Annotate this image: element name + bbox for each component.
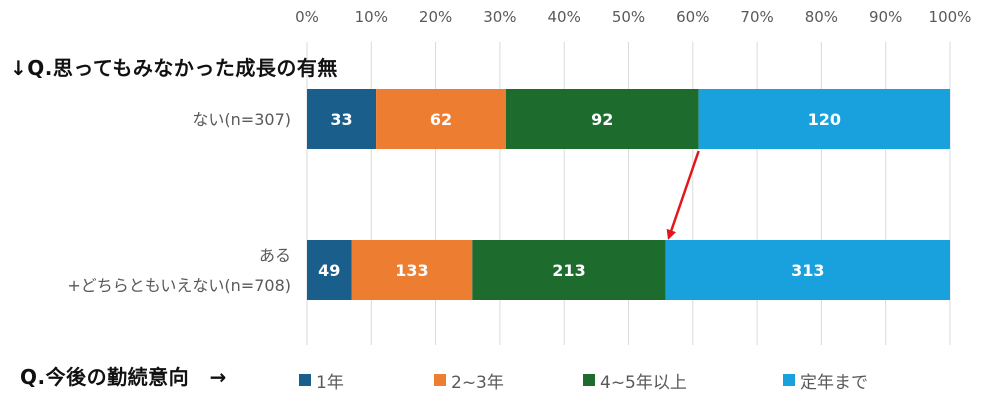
bar-segment [665, 240, 950, 300]
data-label: 49 [318, 261, 340, 280]
data-label: 313 [791, 261, 824, 280]
category-label: ある [259, 246, 291, 265]
data-label: 133 [395, 261, 428, 280]
bar-segment [505, 89, 699, 149]
x-tick-label: 20% [419, 8, 452, 26]
x-tick-label: 70% [740, 8, 773, 26]
annotation-arrow [666, 150, 700, 240]
legend-label: 1年 [316, 372, 344, 393]
axis-title: Q.今後の勤続意向 → [20, 365, 227, 389]
data-label: 213 [552, 261, 585, 280]
legend-swatch [299, 374, 311, 386]
legend-label: 定年まで [800, 372, 868, 393]
x-tick-label: 0% [295, 8, 319, 26]
x-tick-label: 100% [929, 8, 972, 26]
x-tick-label: 40% [548, 8, 581, 26]
legend-item: 1年 [299, 367, 344, 393]
x-tick-label: 90% [869, 8, 902, 26]
x-tick-label: 50% [612, 8, 645, 26]
legend-item: 4~5年以上 [583, 367, 687, 393]
data-label: 33 [330, 110, 352, 129]
x-tick-label: 60% [676, 8, 709, 26]
data-label: 62 [430, 110, 452, 129]
category-label: +どちらともいえない(n=708) [67, 276, 291, 295]
data-label: 120 [808, 110, 841, 129]
data-label: 92 [591, 110, 613, 129]
legend-label: 4~5年以上 [600, 372, 687, 393]
bar-segment [472, 240, 666, 300]
x-tick-label: 30% [483, 8, 516, 26]
question-title: ↓Q.思ってもみなかった成長の有無 [10, 56, 338, 80]
legend-label: 2~3年 [451, 372, 504, 393]
legend: 1年 2~3年 4~5年以上 定年まで [0, 367, 991, 393]
legend-item: 2~3年 [434, 367, 504, 393]
legend-item: 定年まで [783, 367, 868, 393]
x-tick-label: 80% [805, 8, 838, 26]
category-label: ない(n=307) [192, 110, 291, 129]
legend-swatch [783, 374, 795, 386]
x-tick-label: 10% [355, 8, 388, 26]
bar-segment [698, 89, 950, 149]
bar-segment [307, 89, 377, 149]
legend-swatch [583, 374, 595, 386]
bar-segment [351, 240, 473, 300]
bar-segment [307, 240, 352, 300]
bar-segment [376, 89, 506, 149]
legend-swatch [434, 374, 446, 386]
